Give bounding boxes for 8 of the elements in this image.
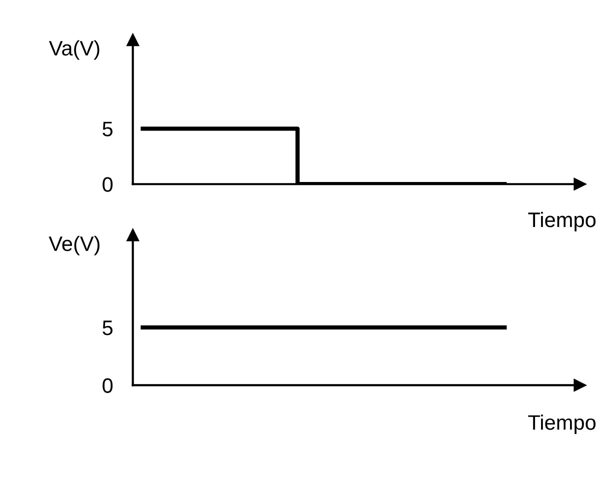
y-tick-label: 5 [102, 320, 113, 336]
y-tick-label: 0 [102, 378, 113, 393]
y-tick-label: 0 [102, 177, 113, 192]
x-axis-title: Tiempo [528, 212, 596, 232]
y-axis-title: Va(V) [48, 40, 100, 60]
x-axis-title: Tiempo [528, 414, 596, 434]
y-axis-title: Ve(V) [48, 236, 100, 256]
y-tick-label: 5 [102, 122, 113, 136]
